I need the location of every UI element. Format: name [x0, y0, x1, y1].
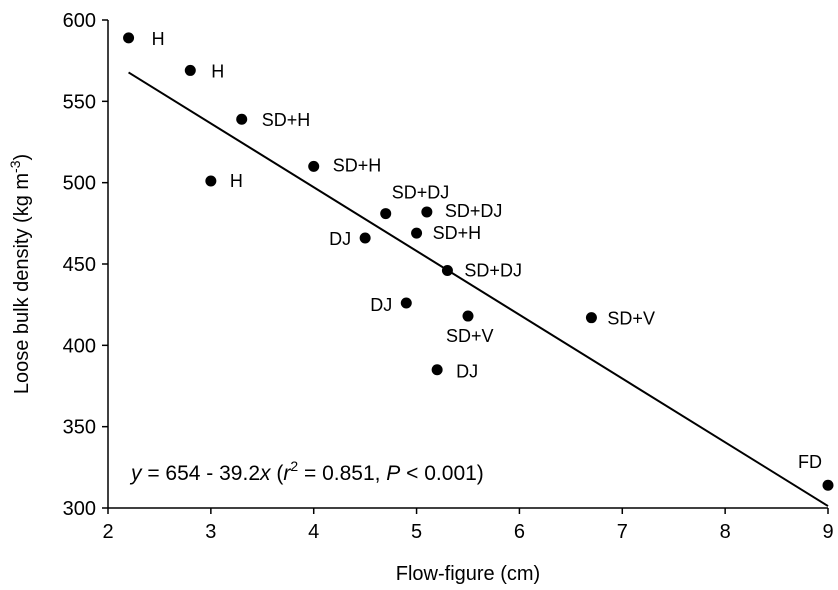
y-axis-title: Loose bulk density (kg m-3)	[7, 154, 33, 394]
point-label: SD+DJ	[392, 183, 450, 203]
point-label: FD	[798, 452, 822, 472]
x-axis-title: Flow-figure (cm)	[396, 563, 540, 585]
data-point	[123, 32, 135, 44]
data-point	[585, 312, 597, 324]
data-point	[431, 364, 443, 376]
data-point	[441, 265, 453, 277]
x-tick-label: 3	[205, 521, 216, 543]
x-ticks: 2 3 4 5 6 7 8 9	[102, 508, 834, 543]
point-label: DJ	[370, 295, 392, 315]
data-point	[411, 227, 423, 239]
data-point	[359, 232, 371, 244]
regression-line	[128, 71, 829, 507]
x-tick-label: 6	[514, 521, 525, 543]
data-point	[308, 160, 320, 172]
point-label: SD+V	[607, 309, 655, 329]
data-point	[400, 297, 412, 309]
y-tick-label: 300	[63, 498, 96, 520]
data-point	[236, 113, 248, 125]
x-tick-label: 9	[822, 521, 833, 543]
x-tick-label: 7	[617, 521, 628, 543]
y-tick-label: 400	[63, 335, 96, 357]
y-tick-label: 550	[63, 91, 96, 113]
x-tick-label: 4	[308, 521, 319, 543]
data-point	[822, 479, 834, 491]
point-label: H	[152, 29, 165, 49]
regression-equation: y = 654 - 39.2x (r2 = 0.851, P < 0.001)	[129, 458, 484, 485]
point-label: SD+DJ	[464, 261, 522, 281]
point-label: SD+H	[333, 155, 382, 175]
y-tick-label: 450	[63, 254, 96, 276]
point-label: SD+DJ	[445, 201, 503, 221]
x-tick-label: 5	[411, 521, 422, 543]
data-point	[205, 175, 217, 187]
data-point	[421, 206, 433, 218]
point-label: DJ	[329, 229, 351, 249]
regression-line-group	[128, 71, 829, 507]
point-label: DJ	[456, 362, 478, 382]
data-point	[462, 310, 474, 322]
data-points	[123, 32, 834, 491]
point-label: SD+H	[262, 110, 311, 130]
data-point	[184, 64, 196, 76]
point-label: H	[230, 171, 243, 191]
point-label: SD+H	[433, 223, 482, 243]
data-point	[380, 208, 392, 220]
point-label: SD+V	[446, 326, 494, 346]
x-tick-label: 8	[720, 521, 731, 543]
y-ticks: 300 350 400 450 500 550 600	[63, 10, 108, 520]
y-tick-label: 350	[63, 417, 96, 439]
y-tick-label: 600	[63, 10, 96, 32]
x-tick-label: 2	[102, 521, 113, 543]
point-label: H	[211, 61, 224, 81]
y-tick-label: 500	[63, 173, 96, 195]
